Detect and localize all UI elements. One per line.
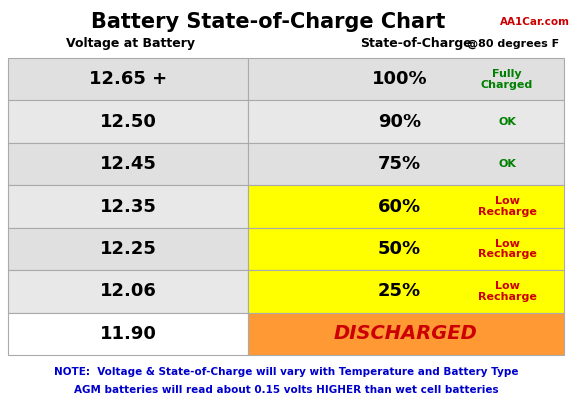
Text: Fully
Charged: Fully Charged bbox=[481, 69, 533, 90]
Text: 12.50: 12.50 bbox=[100, 112, 156, 131]
Text: Low
Recharge: Low Recharge bbox=[478, 196, 537, 217]
FancyBboxPatch shape bbox=[8, 270, 248, 312]
FancyBboxPatch shape bbox=[248, 312, 564, 355]
Text: 12.25: 12.25 bbox=[100, 240, 156, 258]
Text: Low
Recharge: Low Recharge bbox=[478, 281, 537, 302]
Text: 90%: 90% bbox=[378, 112, 421, 131]
FancyBboxPatch shape bbox=[248, 100, 564, 143]
Text: DISCHARGED: DISCHARGED bbox=[334, 324, 478, 343]
FancyBboxPatch shape bbox=[248, 185, 564, 228]
Text: 12.06: 12.06 bbox=[100, 282, 156, 300]
Text: AGM batteries will read about 0.15 volts HIGHER than wet cell batteries: AGM batteries will read about 0.15 volts… bbox=[74, 385, 498, 395]
FancyBboxPatch shape bbox=[248, 228, 564, 270]
Text: State-of-Charge: State-of-Charge bbox=[360, 37, 472, 51]
Text: AA1Car.com: AA1Car.com bbox=[500, 17, 570, 27]
Text: 25%: 25% bbox=[378, 282, 421, 300]
Text: 12.35: 12.35 bbox=[100, 198, 156, 215]
Text: 100%: 100% bbox=[372, 70, 427, 88]
Text: OK: OK bbox=[498, 117, 516, 127]
Text: Low
Recharge: Low Recharge bbox=[478, 239, 537, 259]
Text: @80 degrees F: @80 degrees F bbox=[467, 39, 559, 49]
FancyBboxPatch shape bbox=[8, 100, 248, 143]
FancyBboxPatch shape bbox=[8, 312, 248, 355]
FancyBboxPatch shape bbox=[8, 143, 248, 185]
Text: Voltage at Battery: Voltage at Battery bbox=[66, 37, 194, 51]
Text: OK: OK bbox=[498, 159, 516, 169]
Text: NOTE:  Voltage & State-of-Charge will vary with Temperature and Battery Type: NOTE: Voltage & State-of-Charge will var… bbox=[54, 367, 518, 377]
Text: 12.65 +: 12.65 + bbox=[89, 70, 167, 88]
Text: Battery State-of-Charge Chart: Battery State-of-Charge Chart bbox=[91, 12, 445, 32]
FancyBboxPatch shape bbox=[248, 270, 564, 312]
Text: 12.45: 12.45 bbox=[100, 155, 156, 173]
FancyBboxPatch shape bbox=[8, 185, 248, 228]
FancyBboxPatch shape bbox=[8, 228, 248, 270]
Text: 50%: 50% bbox=[378, 240, 421, 258]
Text: 60%: 60% bbox=[378, 198, 421, 215]
FancyBboxPatch shape bbox=[248, 143, 564, 185]
FancyBboxPatch shape bbox=[248, 58, 564, 100]
Text: 11.90: 11.90 bbox=[100, 325, 156, 343]
FancyBboxPatch shape bbox=[8, 58, 248, 100]
Text: 75%: 75% bbox=[378, 155, 421, 173]
